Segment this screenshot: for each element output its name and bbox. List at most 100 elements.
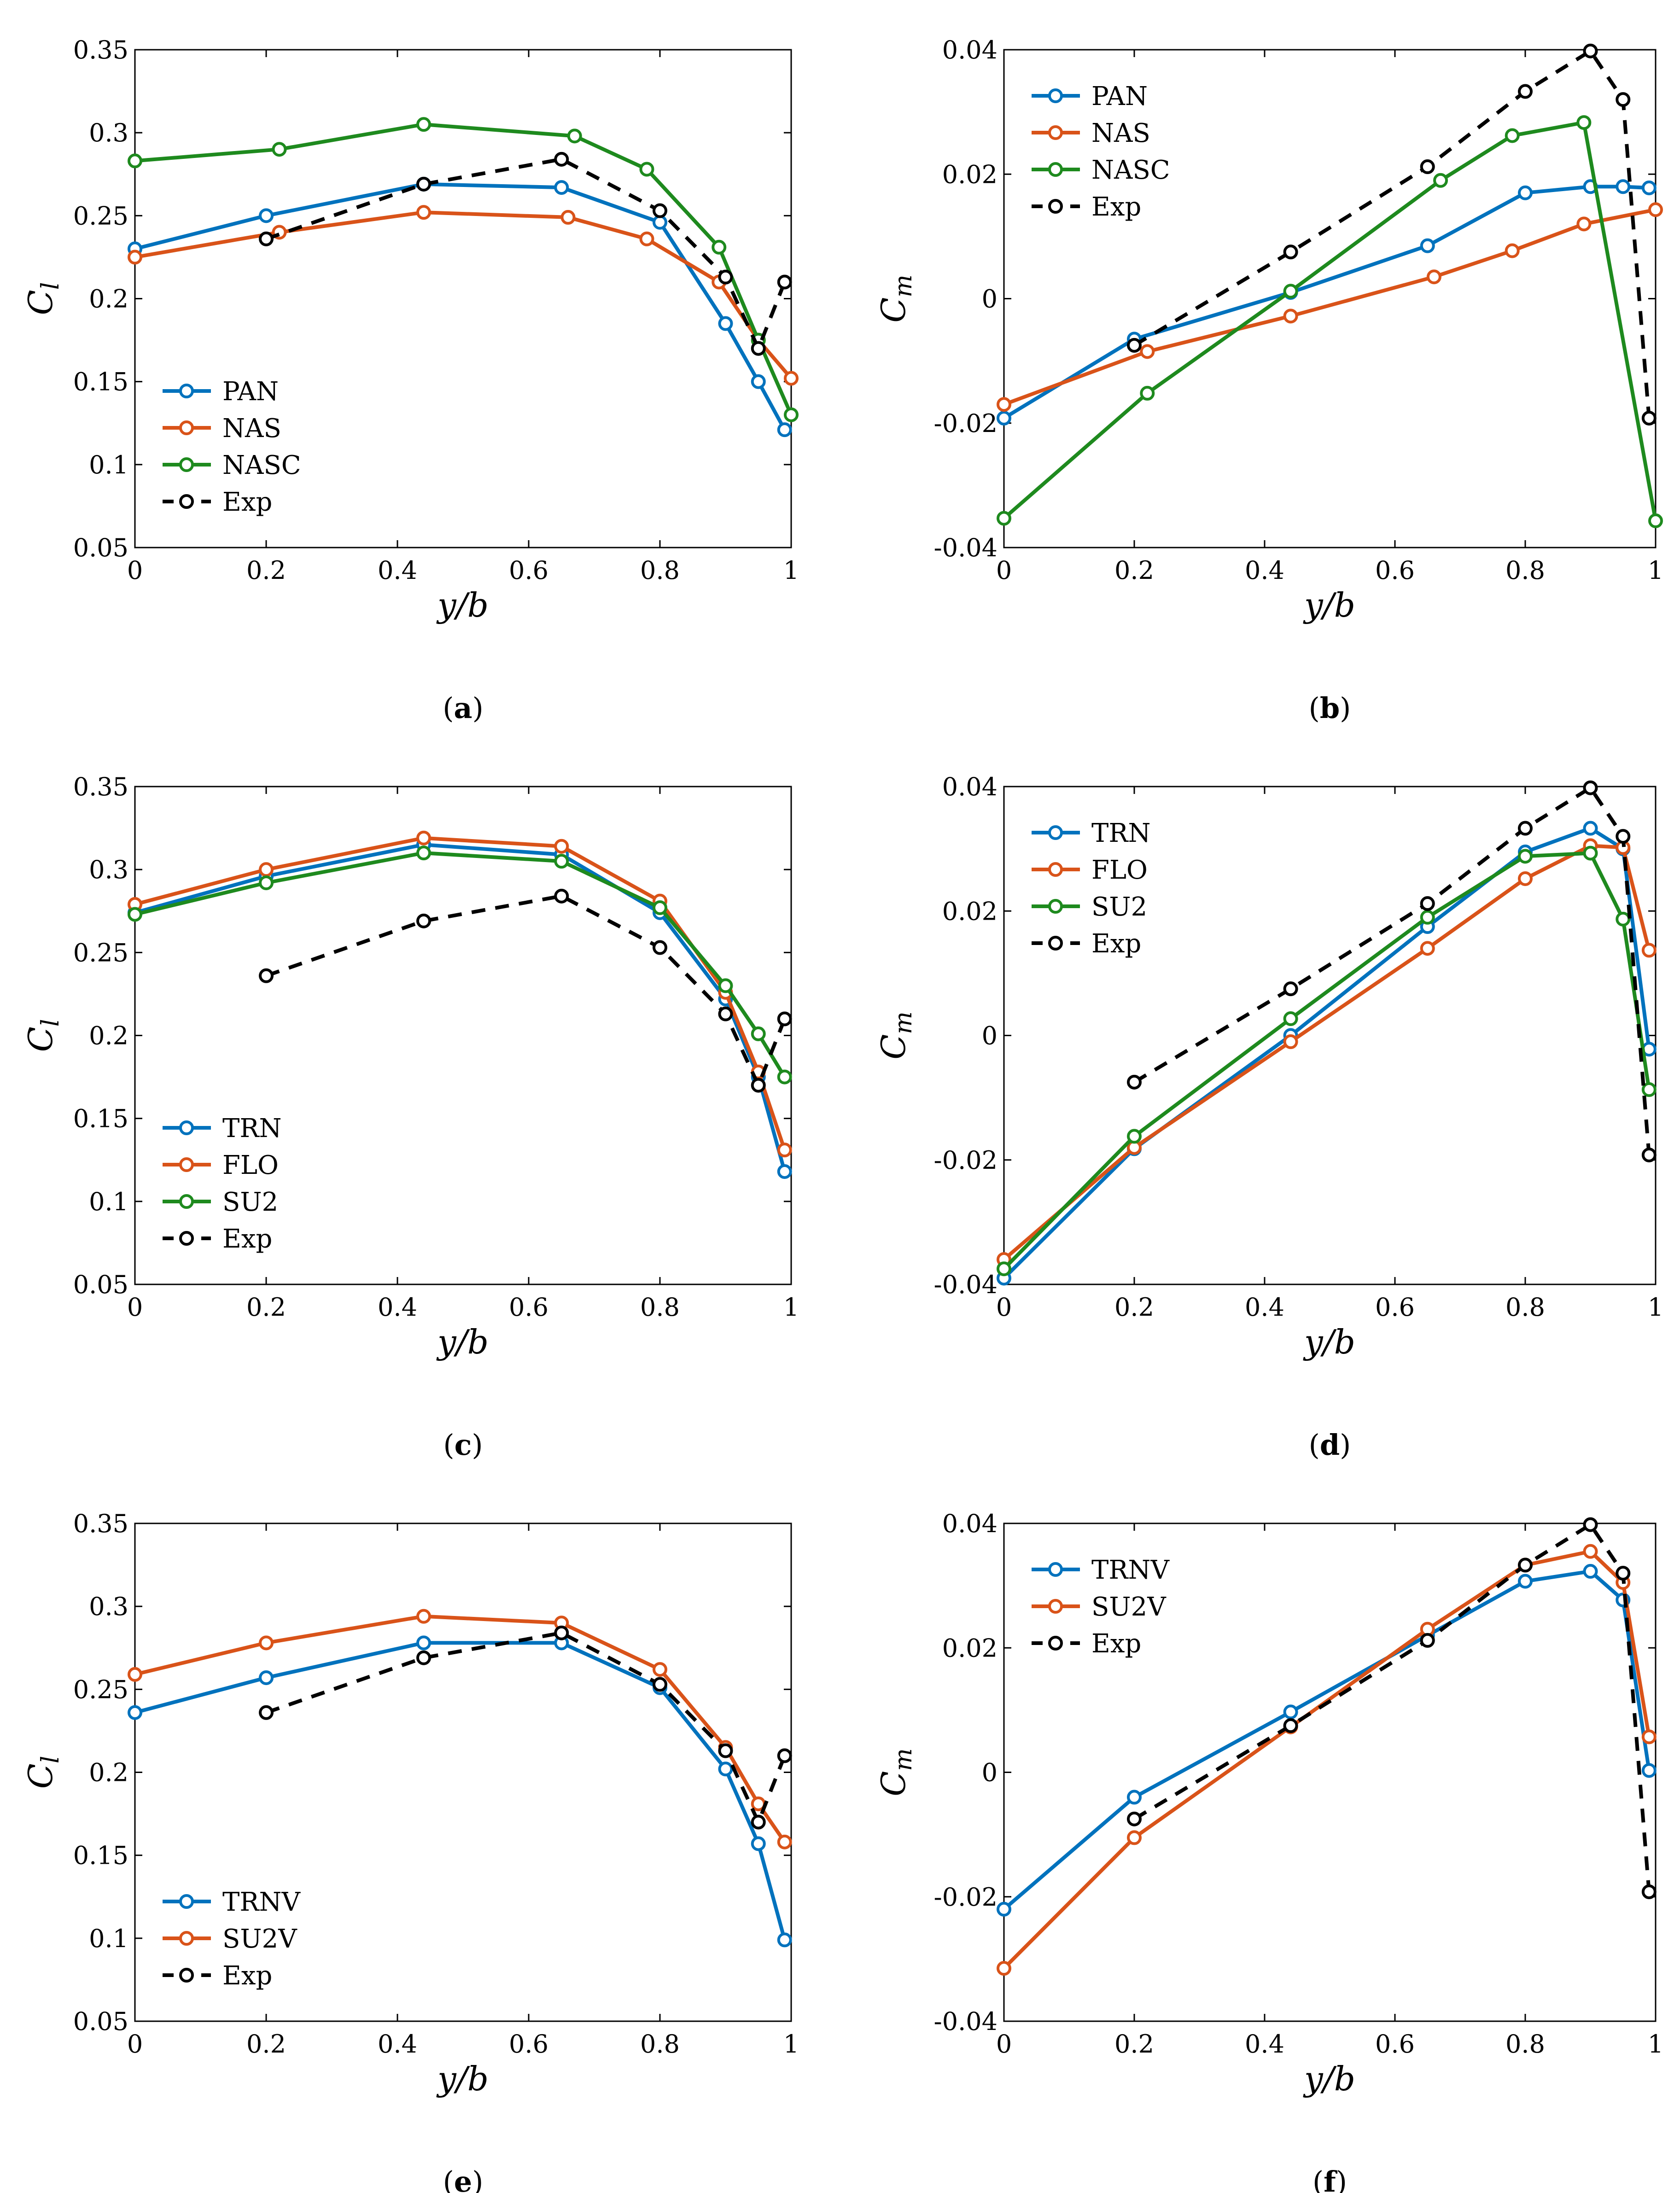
data-point-NASC — [712, 239, 727, 255]
y-tick-label: 0.2 — [89, 285, 128, 314]
x-tick-label: 1 — [1648, 1293, 1663, 1322]
series-line-NAS — [1003, 208, 1656, 406]
data-point-SU2 — [416, 846, 431, 861]
y-tick-label: 0.1 — [89, 1187, 128, 1216]
data-point-TRNV — [1641, 1763, 1657, 1778]
data-point-PAN — [718, 316, 733, 331]
data-point-Exp — [1420, 1633, 1435, 1648]
data-point-NASC — [567, 128, 582, 144]
data-point-PAN — [1518, 185, 1533, 200]
data-point-NAS — [560, 210, 576, 225]
data-point-Exp — [653, 1677, 667, 1692]
data-point-NAS — [1648, 202, 1663, 217]
y-tick-label: 0.2 — [89, 1758, 128, 1787]
legend-marker-FLO — [179, 1157, 194, 1172]
data-point-SU2V — [997, 1961, 1011, 1976]
y-tick-label: 0.1 — [89, 450, 128, 479]
y-tick-label: 0 — [982, 1021, 998, 1050]
y-tick-label: 0.15 — [73, 1841, 128, 1870]
legend: TRN FLO SU2 Exp — [1032, 818, 1151, 959]
data-point-PAN — [751, 374, 766, 389]
x-axis-label: y/b — [1303, 2059, 1355, 2098]
legend-marker-NAS — [179, 420, 194, 435]
data-point-Exp — [718, 269, 733, 285]
data-point-TRNV — [751, 1836, 766, 1851]
series-line-Exp — [265, 894, 787, 1087]
data-point-SU2V — [653, 1662, 667, 1677]
y-tick-label: 0.05 — [73, 1270, 128, 1299]
legend-label-TRNV: TRNV — [1091, 1555, 1170, 1585]
data-point-Exp — [777, 1748, 792, 1763]
data-point-Exp — [1127, 1811, 1142, 1826]
data-point-NAS — [1283, 309, 1298, 324]
y-tick-label: 0.35 — [73, 1509, 128, 1538]
data-point-Exp — [653, 940, 667, 955]
data-point-NAS — [639, 231, 654, 246]
data-point-NASC — [1505, 128, 1520, 143]
data-point-Exp — [554, 888, 569, 904]
data-point-NAS — [997, 397, 1011, 412]
data-point-Exp — [751, 1078, 766, 1093]
legend-label-TRN: TRN — [222, 1114, 282, 1143]
data-point-NAS — [1576, 216, 1592, 232]
series-line-NAS — [134, 210, 793, 380]
y-axis-label: Cm — [874, 1011, 917, 1059]
legend-marker-TRN — [179, 1120, 194, 1135]
x-tick-label: 0.6 — [509, 2030, 548, 2059]
x-axis-label: y/b — [1303, 1323, 1355, 1361]
legend-label-Exp: Exp — [222, 1224, 272, 1254]
y-tick-label: 0.15 — [73, 1104, 128, 1133]
series-line-NASC — [134, 122, 793, 416]
legend-marker-SU2 — [1048, 899, 1063, 914]
series-line-TRNV — [134, 1641, 787, 1941]
data-point-Exp — [259, 1705, 274, 1720]
x-axis-label: y/b — [436, 2059, 489, 2098]
legend-label-SU2V: SU2V — [222, 1924, 298, 1954]
data-point-NASC — [128, 153, 142, 169]
data-point-Exp — [416, 913, 431, 928]
panel-d: 0 0.2 0.4 0.6 0.8 1 -0.04 -0.02 0 0.02 0.04 y/b Cm TR… — [874, 772, 1663, 1462]
data-point-Exp — [1616, 829, 1631, 844]
data-point-TRNV — [1583, 1564, 1598, 1579]
data-point-SU2 — [1641, 1082, 1657, 1097]
data-point-NASC — [639, 162, 654, 177]
x-tick-label: 1 — [783, 2030, 799, 2059]
data-point-SU2 — [1283, 1011, 1298, 1027]
data-point-FLO — [777, 1143, 792, 1158]
legend-label-TRN: TRN — [1091, 818, 1151, 848]
legend-label-FLO: FLO — [1091, 855, 1148, 885]
y-tick-label: 0.3 — [89, 118, 128, 147]
y-tick-label: 0.3 — [89, 1592, 128, 1621]
data-point-SU2V — [259, 1635, 274, 1651]
legend: PAN NAS NASC Exp — [163, 377, 301, 517]
y-tick-label: 0.15 — [73, 367, 128, 397]
series-line-Exp — [1133, 49, 1651, 419]
data-point-Exp — [1518, 821, 1533, 836]
legend-marker-Exp — [179, 1968, 194, 1983]
data-point-PAN — [997, 410, 1011, 426]
x-tick-label: 0.8 — [640, 1293, 680, 1322]
series-Exp — [1127, 1517, 1657, 1899]
y-tick-label: 0.05 — [73, 533, 128, 562]
legend-label-NAS: NAS — [222, 414, 281, 443]
x-tick-label: 0.4 — [378, 1293, 417, 1322]
panel-caption: (c) — [443, 1428, 483, 1462]
data-point-Exp — [1616, 92, 1631, 107]
series-line-Exp — [1133, 1522, 1651, 1892]
data-point-NAS — [1505, 243, 1520, 258]
legend-label-Exp: Exp — [1091, 1629, 1141, 1659]
data-point-Exp — [1518, 1557, 1533, 1573]
x-tick-label: 0.4 — [1245, 2030, 1284, 2059]
data-point-NASC — [1576, 115, 1592, 130]
data-point-TRN — [777, 1164, 792, 1179]
x-tick-label: 0 — [996, 2030, 1012, 2059]
data-point-PAN — [1420, 238, 1435, 253]
series-PAN — [128, 176, 792, 437]
data-point-Exp — [1283, 1718, 1298, 1733]
legend: TRN FLO SU2 Exp — [163, 1114, 282, 1254]
legend-label-NASC: NASC — [222, 450, 301, 480]
series-line-SU2 — [1003, 851, 1651, 1271]
legend-label-Exp: Exp — [222, 1961, 272, 1991]
data-point-TRNV — [718, 1761, 733, 1777]
